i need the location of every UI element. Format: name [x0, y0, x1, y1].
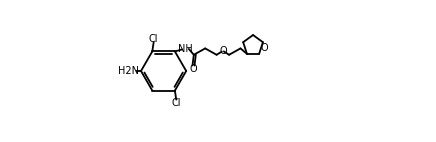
Text: O: O: [219, 46, 227, 56]
Text: O: O: [190, 63, 197, 74]
Text: Cl: Cl: [171, 98, 181, 108]
Text: Cl: Cl: [149, 34, 158, 44]
Text: H2N: H2N: [119, 66, 140, 76]
Text: O: O: [261, 43, 269, 53]
Text: NH: NH: [178, 44, 193, 54]
